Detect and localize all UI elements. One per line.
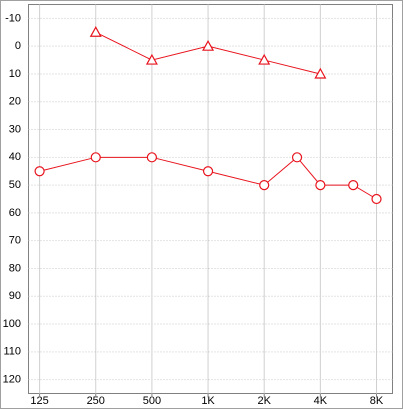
plot-area: [28, 4, 393, 394]
y-tick-label: 80: [9, 262, 21, 274]
y-tick-label: 0: [15, 40, 21, 52]
marker: [348, 180, 359, 191]
x-tick-label: 8K: [370, 395, 384, 407]
y-tick-label: 10: [9, 68, 21, 80]
marker: [291, 152, 303, 163]
x-tick-label: 125: [30, 395, 48, 407]
marker: [258, 53, 271, 65]
y-tick-label: -10: [5, 12, 21, 24]
marker: [315, 180, 326, 191]
marker: [90, 152, 101, 163]
y-tick-label: 110: [3, 346, 21, 358]
marker: [371, 193, 382, 205]
y-tick-label: 40: [9, 151, 21, 163]
marker: [202, 166, 214, 177]
marker: [145, 53, 158, 65]
marker: [259, 180, 270, 191]
y-tick-label: 90: [9, 290, 21, 302]
x-tick-label: 250: [87, 395, 105, 407]
y-tick-label: 60: [9, 207, 21, 219]
marker: [34, 166, 45, 177]
y-tick-label: 30: [9, 123, 21, 135]
y-tick-label: 20: [9, 96, 21, 108]
y-tick-label: 50: [9, 179, 21, 191]
y-tick-label: 100: [3, 318, 21, 330]
marker: [146, 152, 158, 163]
x-tick-label: 2K: [257, 395, 271, 407]
y-tick-label: 70: [9, 235, 21, 247]
x-tick-label: 500: [143, 395, 161, 407]
x-tick-label: 1K: [201, 395, 215, 407]
marker: [89, 26, 102, 37]
marker: [314, 67, 327, 79]
x-tick-label: 4K: [314, 395, 328, 407]
y-tick-label: 120: [3, 374, 21, 386]
marker: [202, 39, 215, 51]
